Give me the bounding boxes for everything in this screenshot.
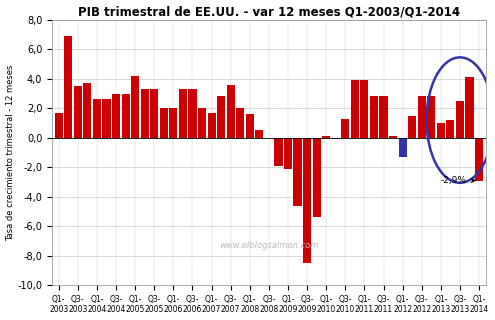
Bar [427, 96, 435, 138]
Bar [351, 80, 359, 138]
Bar [408, 116, 416, 138]
Bar [341, 119, 349, 138]
Bar [398, 138, 407, 157]
Bar [322, 136, 330, 138]
Bar [150, 89, 158, 138]
Bar [380, 96, 388, 138]
Bar [122, 93, 130, 138]
Bar [313, 138, 321, 218]
Bar [102, 100, 110, 138]
Bar [217, 96, 225, 138]
Bar [284, 138, 292, 169]
Bar [437, 123, 445, 138]
Bar [418, 96, 426, 138]
Title: PIB trimestral de EE.UU. - var 12 meses Q1-2003/Q1-2014: PIB trimestral de EE.UU. - var 12 meses … [78, 5, 460, 19]
Bar [83, 83, 92, 138]
Bar [141, 89, 149, 138]
Bar [246, 114, 254, 138]
Bar [74, 86, 82, 138]
Bar [255, 130, 263, 138]
Bar [207, 113, 216, 138]
Bar [446, 120, 454, 138]
Text: -2,9%: -2,9% [441, 176, 475, 185]
Bar [64, 36, 72, 138]
Bar [303, 138, 311, 263]
Bar [475, 138, 483, 180]
Bar [112, 93, 120, 138]
Bar [179, 89, 187, 138]
Bar [456, 101, 464, 138]
Bar [131, 76, 139, 138]
Bar [54, 113, 63, 138]
Bar [236, 108, 245, 138]
Bar [370, 96, 378, 138]
Bar [332, 138, 340, 139]
Text: www.elblogsalmon.com: www.elblogsalmon.com [219, 241, 319, 250]
Bar [198, 108, 206, 138]
Bar [227, 85, 235, 138]
Bar [274, 138, 283, 166]
Bar [189, 89, 197, 138]
Bar [160, 108, 168, 138]
Bar [93, 100, 101, 138]
Bar [360, 80, 368, 138]
Bar [465, 77, 474, 138]
Bar [294, 138, 301, 206]
Y-axis label: Tasa de crecimiento trimestral - 12 meses: Tasa de crecimiento trimestral - 12 mese… [5, 64, 14, 241]
Bar [389, 136, 397, 138]
Bar [169, 108, 177, 138]
